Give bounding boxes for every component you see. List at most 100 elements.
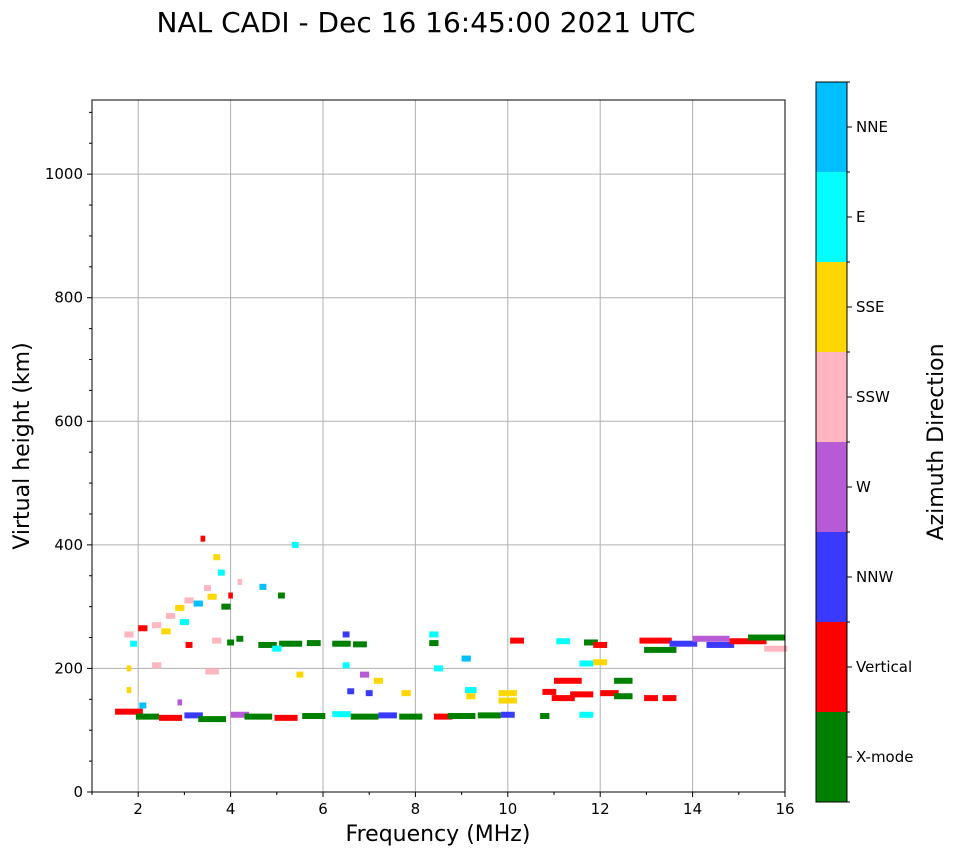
- echo-point: [184, 597, 194, 604]
- echo-point: [212, 637, 222, 644]
- echo-point: [614, 677, 633, 684]
- colorbar-category-label: Vertical: [856, 658, 912, 676]
- x-tick-label: 12: [591, 800, 610, 818]
- echo-point: [551, 695, 575, 702]
- echo-point: [230, 711, 250, 718]
- echo-point: [556, 638, 571, 645]
- echo-point: [130, 640, 138, 647]
- echo-point: [152, 622, 162, 629]
- echo-point: [244, 713, 273, 720]
- y-axis-ticks: 0 200 400 600 800 1000: [45, 111, 92, 801]
- echo-point: [554, 677, 582, 684]
- colorbar-label: Azimuth Direction: [924, 343, 949, 540]
- echo-point: [359, 671, 370, 678]
- colorbar-segment: [816, 442, 847, 532]
- echo-point: [274, 714, 298, 721]
- echo-point: [152, 662, 162, 669]
- echo-point: [161, 628, 171, 635]
- y-tick-label: 400: [54, 536, 83, 554]
- colorbar-segment: [816, 622, 847, 712]
- echo-point: [500, 711, 515, 718]
- echo-point: [332, 640, 351, 647]
- echo-point: [237, 578, 243, 585]
- echo-point: [185, 641, 193, 648]
- x-tick-label: 10: [498, 800, 517, 818]
- echo-point: [498, 697, 518, 704]
- echo-point: [477, 712, 501, 719]
- colorbar-category-label: X-mode: [856, 748, 913, 766]
- echo-point: [465, 687, 477, 694]
- echo-point: [579, 660, 594, 667]
- echo-point: [139, 702, 147, 709]
- colorbar-segment: [816, 352, 847, 442]
- plot-frame: [91, 99, 786, 793]
- y-tick-label: 200: [54, 659, 83, 677]
- echo-point: [669, 640, 698, 647]
- echo-point: [184, 712, 203, 719]
- x-tick-label: 14: [683, 800, 702, 818]
- plot-background: [92, 100, 785, 792]
- echo-point: [259, 583, 267, 590]
- echo-point: [639, 637, 672, 644]
- echo-point: [498, 690, 518, 697]
- echo-point: [373, 677, 384, 684]
- echo-point: [258, 641, 277, 648]
- echo-point: [200, 535, 206, 542]
- echo-point: [342, 631, 350, 638]
- colorbar-segment: [816, 82, 847, 172]
- echo-point: [433, 713, 453, 720]
- echo-point: [466, 693, 476, 700]
- colorbar-category-label: SSE: [856, 298, 885, 316]
- echo-point: [401, 690, 411, 697]
- echo-point: [579, 711, 594, 718]
- echo-point: [158, 714, 183, 721]
- y-tick-label: 800: [54, 289, 83, 307]
- echo-point: [706, 641, 735, 648]
- echo-point: [236, 635, 244, 642]
- colorbar-category-label: E: [856, 208, 865, 226]
- echo-point: [584, 639, 598, 646]
- echo-point: [378, 712, 397, 719]
- echo-point: [447, 713, 476, 720]
- colorbar-segment: [816, 172, 847, 262]
- grid-lines: [92, 100, 786, 793]
- echo-point: [126, 665, 132, 672]
- echo-point: [353, 641, 367, 648]
- echo-point: [461, 655, 471, 662]
- echo-point: [614, 693, 633, 700]
- echo-point: [350, 713, 379, 720]
- echo-point: [662, 695, 677, 702]
- x-axis-ticks: 2 4 6 8 10 12 14 16: [91, 792, 795, 818]
- y-tick-label: 1000: [45, 165, 83, 183]
- x-tick-label: 6: [318, 800, 328, 818]
- echo-point: [365, 690, 373, 697]
- chart-title: NAL CADI - Dec 16 16:45:00 2021 UTC: [157, 6, 696, 39]
- echo-point: [429, 640, 439, 647]
- colorbar-segment: [816, 712, 847, 802]
- echo-point: [593, 659, 608, 666]
- echo-point: [510, 637, 524, 644]
- echo-point: [540, 713, 550, 720]
- x-tick-label: 8: [411, 800, 421, 818]
- echo-point: [593, 641, 608, 648]
- echo-point: [399, 713, 423, 720]
- echo-point: [124, 631, 134, 638]
- x-axis-label: Frequency (MHz): [346, 822, 531, 847]
- echo-point: [227, 639, 235, 646]
- echo-point: [138, 625, 148, 632]
- echo-point: [165, 612, 176, 619]
- echo-point: [306, 640, 321, 647]
- echo-point: [204, 585, 211, 592]
- echo-point: [126, 687, 132, 694]
- echo-point: [221, 603, 231, 610]
- x-tick-label: 2: [133, 800, 143, 818]
- colorbar-category-label: W: [856, 478, 871, 496]
- echo-point: [177, 699, 183, 706]
- echo-point: [429, 631, 439, 638]
- echo-point: [692, 635, 730, 642]
- y-axis-label: Virtual height (km): [10, 342, 35, 549]
- echo-point: [213, 554, 221, 561]
- echo-point: [332, 711, 351, 718]
- echo-point: [644, 695, 658, 702]
- echo-point: [291, 541, 299, 548]
